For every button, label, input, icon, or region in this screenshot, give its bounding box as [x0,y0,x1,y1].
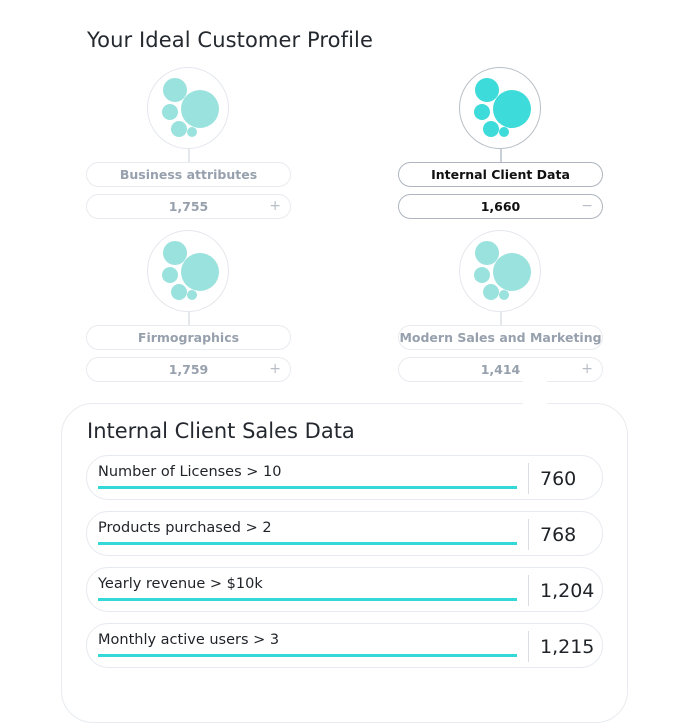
row-divider [528,463,529,494]
criteria-row[interactable]: Monthly active users > 3 1,215 [86,623,603,668]
criteria-row[interactable]: Yearly revenue > $10k 1,204 [86,567,603,612]
detail-panel [61,403,628,723]
bubbles-icon [147,67,229,149]
segment-label: Business attributes [86,162,291,187]
bubbles-icon [147,230,229,312]
row-divider [528,575,529,606]
criteria-label: Number of Licenses > 10 [98,464,282,480]
expand-plus-icon[interactable]: + [581,361,593,377]
segment-count: 1,759 + [86,357,291,382]
segment-label: Firmographics [86,325,291,350]
criteria-bar [98,598,517,601]
criteria-row[interactable]: Number of Licenses > 10 760 [86,455,603,500]
segment-count: 1,414 + [398,357,603,382]
collapse-minus-icon[interactable]: − [581,198,593,214]
row-divider [528,519,529,550]
connector-line [188,149,190,162]
segment-count: 1,660 − [398,194,603,219]
bubbles-icon [459,67,541,149]
segment-label: Modern Sales and Marketing [398,325,603,350]
criteria-row[interactable]: Products purchased > 2 768 [86,511,603,556]
expand-plus-icon[interactable]: + [269,198,281,214]
expand-plus-icon[interactable]: + [269,361,281,377]
criteria-bar [98,542,517,545]
count-value: 1,755 [168,199,209,214]
count-value: 1,759 [168,362,209,377]
criteria-bar [98,486,517,489]
criteria-label: Monthly active users > 3 [98,632,280,648]
criteria-value: 768 [540,524,577,546]
connector-line [500,149,502,162]
bubbles-icon [459,230,541,312]
panel-pointer [523,381,547,405]
row-divider [528,631,529,662]
count-value: 1,660 [480,199,521,214]
segment-count: 1,755 + [86,194,291,219]
criteria-bar [98,654,517,657]
connector-line [500,312,502,325]
detail-panel-title: Internal Client Sales Data [87,419,355,443]
segment-label: Internal Client Data [398,162,603,187]
page-title: Your Ideal Customer Profile [87,28,374,52]
criteria-value: 1,215 [540,636,595,658]
criteria-label: Products purchased > 2 [98,520,272,536]
criteria-label: Yearly revenue > $10k [98,576,263,592]
criteria-value: 1,204 [540,580,595,602]
criteria-value: 760 [540,468,577,490]
connector-line [188,312,190,325]
count-value: 1,414 [480,362,521,377]
